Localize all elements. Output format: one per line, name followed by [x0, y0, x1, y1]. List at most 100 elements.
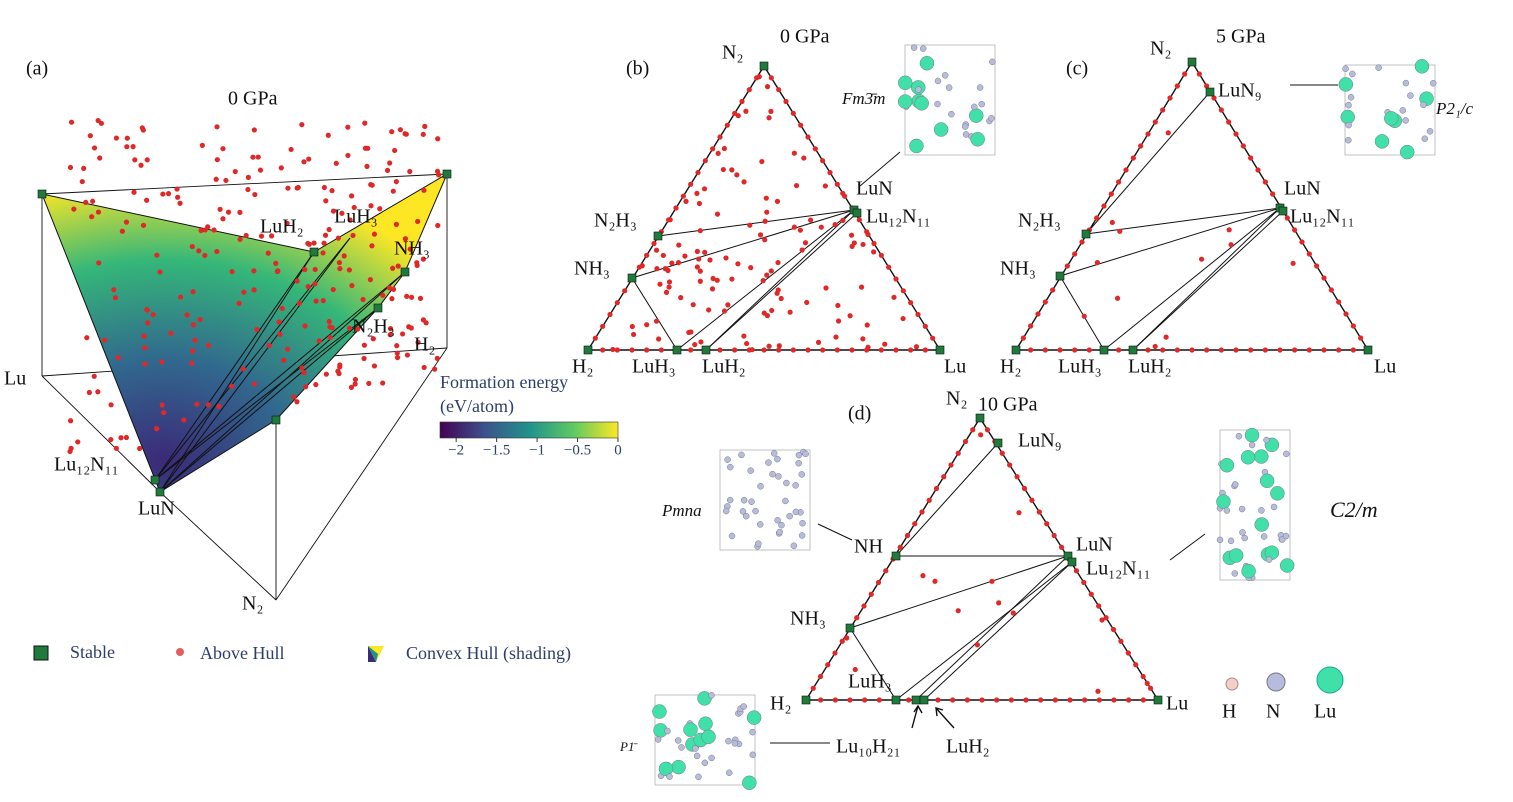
atom — [1231, 570, 1239, 577]
atom — [742, 512, 750, 520]
above-hull-point — [760, 278, 766, 284]
above-hull-point — [145, 320, 151, 326]
above-hull-point — [1028, 323, 1034, 329]
stable-point — [155, 487, 165, 497]
hull-line — [1085, 207, 1281, 235]
phase-label: Lu₁₀H₂₁ — [836, 736, 901, 758]
above-hull-point — [912, 521, 918, 527]
above-hull-point — [312, 281, 318, 287]
above-hull-point — [1350, 347, 1356, 353]
above-hull-point — [847, 313, 853, 319]
panel-title: 10 GPa — [978, 394, 1038, 416]
atom — [934, 77, 942, 85]
above-hull-point — [852, 666, 858, 673]
above-hull-point — [377, 206, 383, 212]
hull-line — [657, 209, 855, 237]
above-hull-point — [876, 697, 882, 703]
hull-line — [1085, 91, 1211, 235]
above-hull-point — [1255, 167, 1261, 173]
above-hull-point — [787, 309, 793, 315]
above-hull-point — [688, 181, 694, 187]
hull-line — [631, 209, 855, 279]
above-hull-point — [333, 160, 339, 166]
phase-label: LuN — [856, 178, 893, 200]
above-hull-point — [255, 154, 261, 160]
atom — [652, 704, 667, 719]
above-hull-point — [776, 347, 782, 353]
vertex-label: H₂ — [770, 693, 791, 715]
above-hull-point — [941, 474, 947, 480]
above-hull-point — [797, 227, 803, 233]
atom — [798, 532, 806, 539]
above-hull-point — [350, 232, 356, 239]
above-hull-point — [610, 346, 616, 353]
above-hull-point — [275, 268, 281, 274]
above-hull-point — [710, 146, 716, 152]
atom — [727, 463, 734, 471]
above-hull-point — [820, 347, 826, 353]
above-hull-point — [339, 210, 345, 216]
above-hull-point — [810, 685, 816, 691]
above-hull-point — [421, 364, 427, 371]
atom — [1241, 563, 1256, 579]
above-hull-point — [851, 240, 857, 246]
above-hull-point — [346, 267, 352, 273]
above-hull-point — [694, 264, 700, 270]
above-hull-point — [614, 347, 620, 353]
above-hull-point — [168, 330, 174, 336]
above-hull-point — [345, 152, 351, 159]
atom — [1426, 128, 1434, 135]
above-hull-point — [1101, 203, 1107, 209]
above-hull-point — [1204, 83, 1210, 89]
above-hull-point — [190, 289, 196, 295]
above-hull-point — [734, 172, 740, 178]
above-hull-point — [408, 294, 415, 300]
above-hull-point — [84, 335, 90, 341]
atom — [792, 508, 800, 516]
phase-label: NH₃ — [1000, 258, 1036, 280]
hull-line — [1132, 210, 1284, 351]
legend-label: Convex Hull (shading) — [406, 643, 571, 664]
above-hull-point — [322, 232, 329, 238]
vertex-label: N₂ — [1150, 38, 1171, 60]
above-hull-point — [294, 278, 300, 284]
above-hull-point — [695, 169, 701, 176]
above-hull-point — [962, 438, 969, 445]
above-hull-point — [1096, 603, 1102, 609]
above-hull-point — [834, 347, 840, 353]
atom — [654, 736, 662, 743]
above-hull-point — [739, 98, 745, 105]
above-hull-point — [913, 344, 920, 350]
above-hull-point — [878, 347, 884, 353]
above-hull-point — [313, 381, 319, 388]
above-hull-point — [387, 160, 393, 166]
atom — [1402, 79, 1410, 87]
above-hull-point — [748, 265, 754, 271]
above-hull-point — [1110, 626, 1117, 633]
atom — [770, 450, 778, 457]
above-hull-point — [1147, 685, 1154, 691]
above-hull-point — [364, 163, 370, 169]
above-hull-point — [757, 232, 764, 238]
above-hull-point — [240, 366, 246, 372]
above-hull-point — [251, 268, 257, 274]
above-hull-point — [352, 376, 359, 383]
above-hull-point — [380, 380, 386, 386]
atom — [1345, 101, 1352, 109]
above-hull-point — [839, 638, 845, 644]
above-hull-point — [723, 255, 729, 261]
above-hull-point — [406, 324, 412, 330]
above-hull-point — [254, 326, 260, 333]
phase-label: LuN — [138, 498, 175, 520]
above-hull-point — [198, 227, 204, 234]
above-hull-point — [1123, 167, 1129, 173]
unit-cell — [1344, 64, 1436, 156]
above-hull-point — [394, 350, 400, 356]
above-hull-point — [651, 240, 657, 247]
space-group: P1̄ — [619, 739, 638, 754]
shapes — [37, 44, 1437, 791]
above-hull-point — [1096, 697, 1102, 703]
atom — [746, 710, 762, 725]
above-hull-point — [1064, 263, 1070, 269]
